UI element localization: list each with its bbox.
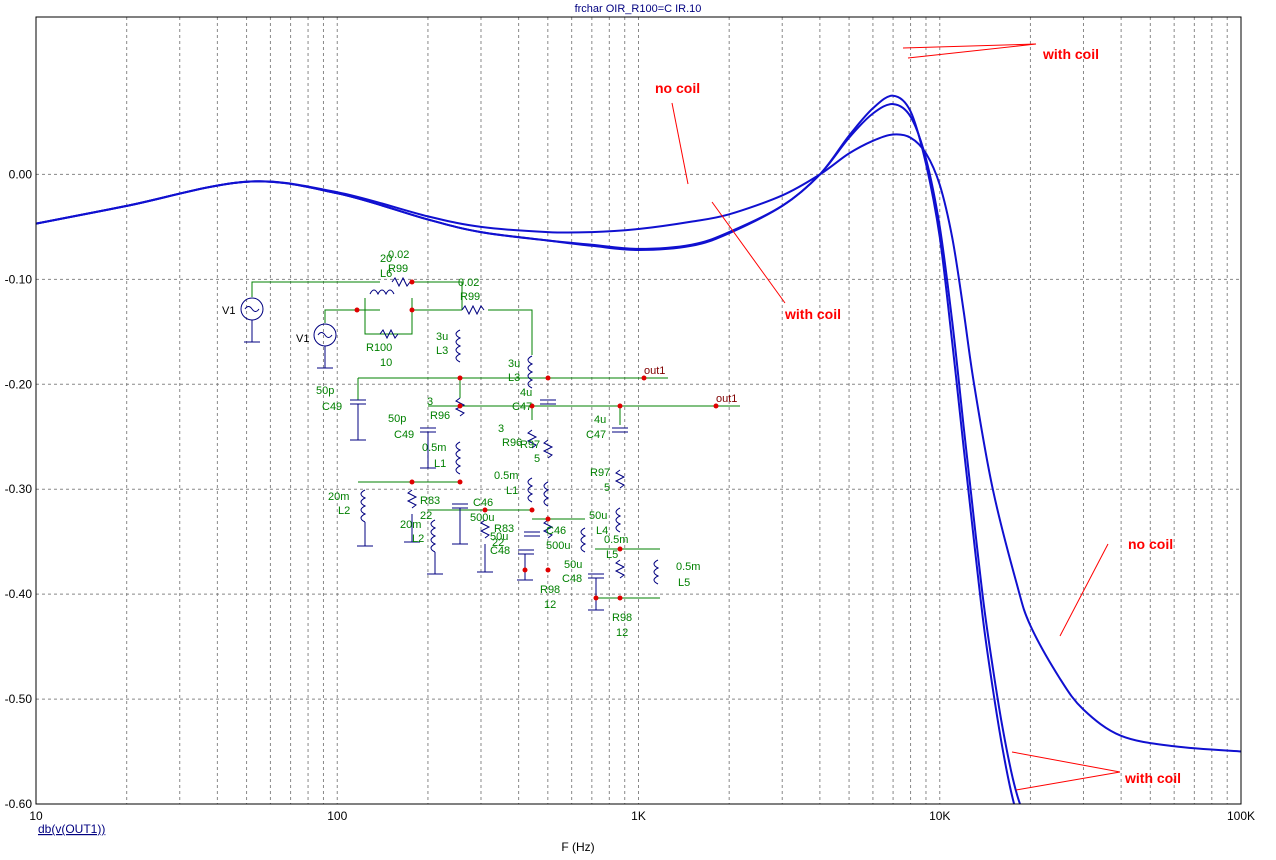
schem-label: R83 <box>494 523 514 535</box>
schem-label: 0.5m <box>494 470 518 482</box>
annotation-leaders <box>671 43 1121 791</box>
schem-label: 3u <box>508 358 520 370</box>
schem-label-v1-a: V1 <box>222 305 235 317</box>
schem-label: R98 <box>612 612 632 624</box>
schem-label: R99 <box>388 263 408 275</box>
schem-label-v1-b: V1 <box>296 333 309 345</box>
schem-label: 22 <box>420 510 432 522</box>
schem-label: out1 <box>644 365 665 377</box>
schem-label: 500u <box>546 540 570 552</box>
schem-label: out1 <box>716 393 737 405</box>
schem-label: 50p <box>388 413 406 425</box>
schem-label: 0.02 <box>388 249 409 261</box>
annotation-with-coil-bottom: with coil <box>1124 770 1181 786</box>
annotation-no-coil-right: no coil <box>1128 536 1173 552</box>
schem-label: C47 <box>512 401 532 413</box>
grid-lines <box>36 17 1241 804</box>
schem-label: R98 <box>540 584 560 596</box>
schem-label: 12 <box>616 627 628 639</box>
schem-label: L3 <box>508 372 520 384</box>
schem-label: 3 <box>427 396 433 408</box>
schem-label: C46 <box>546 525 566 537</box>
schem-label: 50u <box>490 531 508 543</box>
schem-label: L5 <box>606 549 618 561</box>
y-tick-label: -0.10 <box>5 272 33 286</box>
schem-label: 0.5m <box>604 534 628 546</box>
schem-label: 22 <box>492 537 504 549</box>
annotation-with-coil-mid: with coil <box>784 306 841 322</box>
series-line-1 <box>36 133 1241 753</box>
schem-label: C48 <box>490 545 510 557</box>
y-tick-label: -0.50 <box>5 692 33 706</box>
plot-frame <box>35 16 1242 805</box>
schem-label: R97 <box>590 467 610 479</box>
y-tick-label: -0.30 <box>5 482 33 496</box>
schem-label: C48 <box>562 573 582 585</box>
schem-label: 10 <box>380 357 392 369</box>
schem-label: 4u <box>520 387 532 399</box>
schem-label: 50u <box>564 559 582 571</box>
schem-label: L1 <box>434 458 446 470</box>
schem-label: 4u <box>594 414 606 426</box>
schem-label: 500u <box>470 512 494 524</box>
series-line-3 <box>36 94 1016 804</box>
schem-label: 20m <box>400 519 421 531</box>
schem-label: 5 <box>534 453 540 465</box>
annotation-with-coil-top: with coil <box>1042 46 1099 62</box>
schem-label: 20m <box>328 491 349 503</box>
schem-label: R83 <box>420 495 440 507</box>
schem-label: C49 <box>322 401 342 413</box>
schem-label: C46 <box>473 497 493 509</box>
schematic-inset: V1 V1 20 0.02 R99 L6 0.02 R99 R100 10 3u… <box>222 249 740 639</box>
y-tick-label: 0.00 <box>9 167 33 181</box>
schem-label: L4 <box>596 525 608 537</box>
schem-label: 0.02 <box>458 277 479 289</box>
schem-label: L2 <box>412 533 424 545</box>
series-line-2 <box>36 103 1022 804</box>
schem-label: R96 <box>502 437 522 449</box>
schem-label: 0.5m <box>676 561 700 573</box>
schem-label: R97 <box>520 439 540 451</box>
schem-label: 0.5m <box>422 442 446 454</box>
x-tick-label: 10 <box>29 809 43 823</box>
x-tick-label: 100K <box>1227 809 1255 823</box>
schem-label: L3 <box>436 345 448 357</box>
schem-label: L5 <box>678 577 690 589</box>
schem-label: L2 <box>338 505 350 517</box>
x-axis-label: F (Hz) <box>561 840 594 854</box>
schem-label: C49 <box>394 429 414 441</box>
schem-label: C47 <box>586 429 606 441</box>
schem-label: 5 <box>604 482 610 494</box>
plot-title: frchar OIR_R100=C IR.10 <box>575 3 702 15</box>
schem-label: L6 <box>380 268 392 280</box>
series-curves <box>36 94 1241 804</box>
x-tick-label: 100 <box>327 809 347 823</box>
schem-label: 3 <box>498 423 504 435</box>
schem-label: L1 <box>506 485 518 497</box>
schem-label: R100 <box>366 342 392 354</box>
schem-label: 12 <box>544 599 556 611</box>
schem-label: R96 <box>430 410 450 422</box>
y-tick-label: -0.60 <box>5 797 33 811</box>
y-tick-label: -0.20 <box>5 377 33 391</box>
annotation-no-coil-top: no coil <box>655 80 700 96</box>
schem-label: 50u <box>589 510 607 522</box>
schem-label: 20 <box>380 253 392 265</box>
schem-label: R99 <box>460 291 480 303</box>
schem-label: 3u <box>436 331 448 343</box>
y-tick-label: -0.40 <box>5 587 33 601</box>
x-tick-label: 10K <box>929 809 950 823</box>
x-tick-label: 1K <box>631 809 646 823</box>
series-trace-label[interactable]: db(v(OUT1)) <box>38 822 105 836</box>
schem-label: 50p <box>316 385 334 397</box>
